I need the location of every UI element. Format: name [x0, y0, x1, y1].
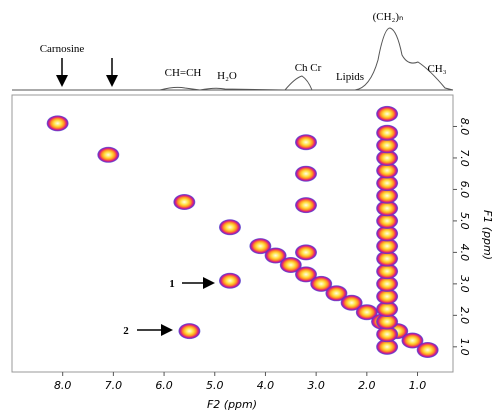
x-tick-label: 5.0: [206, 379, 224, 392]
peak: [376, 124, 399, 141]
annotation: Carnosine: [40, 43, 85, 55]
x-tick-label: 3.0: [307, 379, 325, 392]
x-tick-label: 2.0: [358, 379, 376, 392]
peak: [295, 266, 317, 283]
peak: [416, 341, 439, 358]
annotation: CH₃: [427, 63, 446, 75]
peak: [376, 200, 399, 217]
peak: [376, 162, 399, 179]
annotation: H₂O: [217, 70, 237, 82]
peak: [376, 338, 399, 355]
x-tick-label: 4.0: [257, 379, 275, 392]
peak: [376, 137, 399, 154]
annotation: CH=CH: [165, 67, 202, 79]
annotation: (CH₂)ₙ: [373, 11, 404, 23]
y-tick-label: 3.0: [458, 275, 471, 293]
peak: [46, 115, 69, 132]
y-tick-label: 1.0: [458, 338, 471, 356]
peak: [295, 244, 317, 261]
y-tick-label: 2.0: [458, 307, 471, 325]
peak: [340, 294, 363, 311]
y-tick-label: 5.0: [458, 212, 471, 230]
peak: [376, 313, 399, 330]
peak: [97, 146, 120, 163]
peak: [279, 256, 302, 273]
y-axis-title: F1 (ppm): [481, 210, 494, 260]
x-tick-label: 7.0: [105, 379, 123, 392]
peak: [376, 187, 399, 204]
peak: [376, 225, 399, 242]
peak: [376, 238, 399, 255]
contour-layer: [46, 105, 439, 358]
annotation: Ch Cr: [295, 62, 322, 74]
peak: [295, 165, 317, 182]
y-tick-label: 7.0: [458, 149, 471, 167]
annotation: Lipids: [336, 71, 364, 83]
x-tick-label: 1.0: [409, 379, 427, 392]
peak: [295, 197, 317, 214]
x-axis-title: F2 (ppm): [207, 398, 257, 411]
y-tick-label: 4.0: [458, 244, 471, 261]
peak: [401, 332, 424, 349]
y-tick-label: 8.0: [458, 118, 471, 135]
peak: [355, 304, 378, 321]
peak: [376, 212, 399, 229]
peak: [218, 219, 241, 236]
peak: [376, 301, 399, 318]
peak: [376, 326, 399, 343]
peak: [376, 263, 399, 280]
peak: [173, 194, 196, 211]
peak: [376, 275, 399, 292]
peak: [376, 105, 399, 122]
annotation: 1: [169, 278, 175, 290]
peak: [249, 238, 272, 255]
peak: [376, 288, 399, 305]
x-tick-label: 6.0: [155, 379, 173, 392]
peak: [264, 247, 287, 264]
y-tick-label: 6.0: [458, 181, 471, 199]
peak: [376, 149, 399, 166]
peak: [295, 134, 317, 151]
x-tick-label: 8.0: [54, 379, 72, 392]
annotation: 2: [123, 325, 129, 337]
peak: [376, 250, 399, 267]
peak: [376, 175, 399, 192]
peak: [218, 272, 241, 289]
spectrum-trace: [12, 27, 454, 91]
peak: [310, 275, 333, 292]
peak: [178, 323, 201, 340]
peak: [325, 285, 348, 302]
